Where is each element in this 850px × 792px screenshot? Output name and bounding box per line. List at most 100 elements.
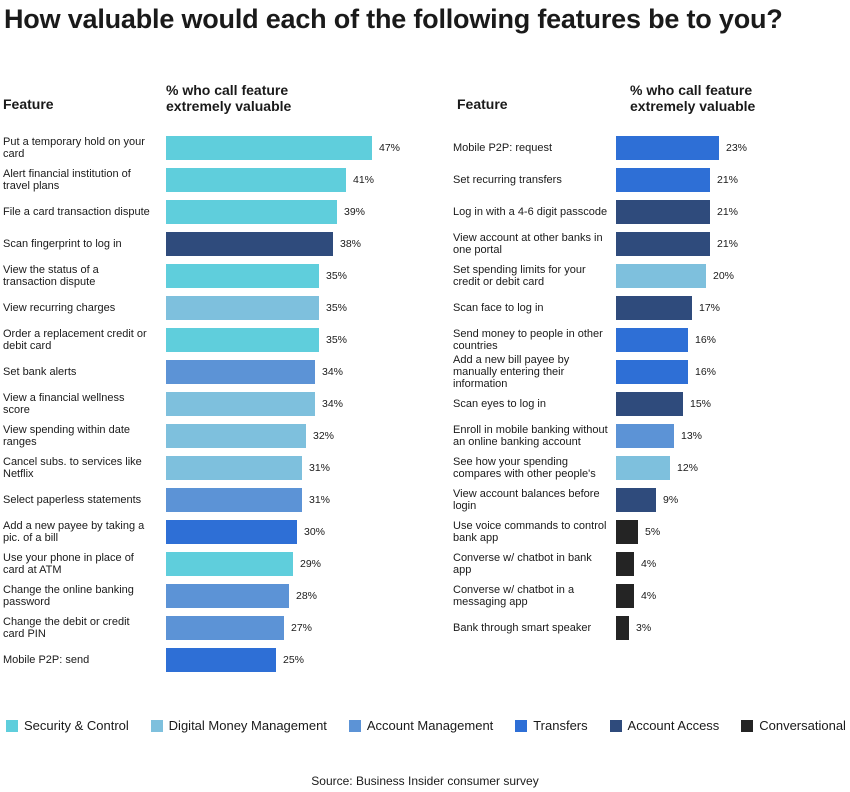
bar-label: Converse w/ chatbot in a messaging app bbox=[453, 584, 575, 608]
bar-label: Change the debit or credit card PIN bbox=[3, 616, 130, 640]
legend-swatch bbox=[150, 719, 163, 732]
bar-label: Cancel subs. to services like Netflix bbox=[3, 456, 142, 480]
legend-item: Account Access bbox=[609, 718, 720, 733]
legend-label: Security & Control bbox=[24, 718, 129, 733]
legend-item: Digital Money Management bbox=[150, 718, 327, 733]
bar-row: Log in with a 4-6 digit passcode 21% bbox=[448, 200, 848, 232]
bar-label: Set spending limits for your credit or d… bbox=[453, 264, 586, 288]
bar-label: Use your phone in place of card at ATM bbox=[3, 552, 134, 576]
bar bbox=[616, 424, 674, 448]
bar-label: View recurring charges bbox=[3, 302, 116, 314]
bar bbox=[616, 296, 692, 320]
bar-row: View the status of a transaction dispute… bbox=[0, 264, 425, 296]
bar bbox=[166, 648, 276, 672]
bar-row: Alert financial institution of travel pl… bbox=[0, 168, 425, 200]
bar-row: Set bank alerts 34% bbox=[0, 360, 425, 392]
bar-label: Set recurring transfers bbox=[453, 174, 562, 186]
legend-swatch bbox=[741, 719, 754, 732]
bar-label: See how your spending compares with othe… bbox=[453, 456, 596, 480]
bar-label: Mobile P2P: send bbox=[3, 654, 90, 666]
bar-row: View recurring charges 35% bbox=[0, 296, 425, 328]
bar-row: Converse w/ chatbot in bank app 4% bbox=[448, 552, 848, 584]
bar bbox=[616, 360, 688, 384]
bar bbox=[166, 168, 346, 192]
bar bbox=[616, 328, 688, 352]
bar-value-label: 34% bbox=[322, 366, 344, 378]
bar bbox=[166, 552, 293, 576]
bar bbox=[166, 488, 302, 512]
bar-label: Bank through smart speaker bbox=[453, 622, 592, 634]
bar bbox=[166, 200, 337, 224]
feature-column-header: Feature bbox=[457, 96, 508, 112]
legend-label: Account Access bbox=[627, 718, 720, 733]
bar bbox=[616, 488, 656, 512]
bar-label: Log in with a 4-6 digit passcode bbox=[453, 206, 608, 218]
legend-swatch bbox=[6, 719, 18, 732]
bar bbox=[166, 136, 372, 160]
bar-value-label: 16% bbox=[695, 366, 717, 378]
legend-label: Digital Money Management bbox=[168, 718, 327, 733]
bar-label: Change the online banking password bbox=[3, 584, 134, 608]
bar-value-label: 17% bbox=[699, 302, 721, 314]
bar bbox=[166, 296, 319, 320]
bar-row: Scan face to log in 17% bbox=[448, 296, 848, 328]
bar-row: Cancel subs. to services like Netflix 31% bbox=[0, 456, 425, 488]
bar bbox=[166, 424, 306, 448]
bar-value-label: 32% bbox=[313, 430, 335, 442]
legend-swatch bbox=[515, 719, 528, 732]
bar bbox=[166, 392, 315, 416]
bar bbox=[616, 456, 670, 480]
bar-row: Use your phone in place of card at ATM 29… bbox=[0, 552, 425, 584]
bar-value-label: 21% bbox=[717, 238, 739, 250]
bar bbox=[616, 200, 710, 224]
bar-label: Alert financial institution of travel pl… bbox=[3, 168, 131, 192]
bar-value-label: 27% bbox=[291, 622, 313, 634]
bar-value-label: 9% bbox=[663, 494, 679, 506]
bar-label: View the status of a transaction dispute bbox=[3, 264, 99, 288]
bar-row: Scan fingerprint to log in 38% bbox=[0, 232, 425, 264]
bar-label: Add a new bill payee by manually enterin… bbox=[453, 354, 570, 390]
legend-label: Account Management bbox=[366, 718, 494, 733]
bar-value-label: 20% bbox=[713, 270, 735, 282]
bar bbox=[616, 136, 719, 160]
legend-label: Conversational bbox=[759, 718, 846, 733]
bar-row: Add a new bill payee by manually enterin… bbox=[448, 354, 848, 392]
bar-row: View account balances before login 9% bbox=[448, 488, 848, 520]
bar-row: View account at other banks in one porta… bbox=[448, 232, 848, 264]
bar-value-label: 47% bbox=[379, 142, 401, 154]
bar-row: Add a new payee by taking a pic. of a bi… bbox=[0, 520, 425, 552]
legend-item: Transfers bbox=[515, 718, 588, 733]
legend-item: Account Management bbox=[348, 718, 494, 733]
bar-value-label: 5% bbox=[645, 526, 661, 538]
bar-value-label: 31% bbox=[309, 494, 331, 506]
bar-label: Order a replacement credit or debit card bbox=[3, 328, 147, 352]
bar bbox=[616, 520, 638, 544]
bar-value-label: 28% bbox=[296, 590, 318, 602]
bar bbox=[616, 616, 629, 640]
bar-label: Put a temporary hold on your card bbox=[3, 136, 145, 160]
chart-title: How valuable would each of the following… bbox=[4, 4, 783, 34]
value-column-header: % who call feature extremely valuable bbox=[166, 82, 291, 114]
source-note: Source: Business Insider consumer survey bbox=[311, 774, 539, 788]
bar-value-label: 35% bbox=[326, 270, 348, 282]
bar-row: View spending within date ranges 32% bbox=[0, 424, 425, 456]
bar-label: Send money to people in other countries bbox=[453, 328, 603, 352]
bar-row: Select paperless statements 31% bbox=[0, 488, 425, 520]
bar-label: Scan face to log in bbox=[453, 302, 544, 314]
bar-value-label: 39% bbox=[344, 206, 366, 218]
bar bbox=[166, 264, 319, 288]
bar-label: Set bank alerts bbox=[3, 366, 77, 378]
bar-row: Send money to people in other countries 1… bbox=[448, 328, 848, 360]
bar-label: Add a new payee by taking a pic. of a bi… bbox=[3, 520, 145, 544]
bar-value-label: 35% bbox=[326, 302, 348, 314]
feature-column-header: Feature bbox=[3, 96, 54, 112]
bar-label: Scan fingerprint to log in bbox=[3, 238, 122, 250]
bar-row: Converse w/ chatbot in a messaging app 4% bbox=[448, 584, 848, 616]
bar-row: Mobile P2P: request 23% bbox=[448, 136, 848, 168]
bar-value-label: 4% bbox=[641, 590, 657, 602]
bar-label: Enroll in mobile banking without an onli… bbox=[453, 424, 608, 448]
legend-label: Transfers bbox=[533, 718, 588, 733]
legend-swatch bbox=[348, 719, 361, 732]
bar-row: See how your spending compares with othe… bbox=[448, 456, 848, 488]
bar-label: Select paperless statements bbox=[3, 494, 142, 506]
